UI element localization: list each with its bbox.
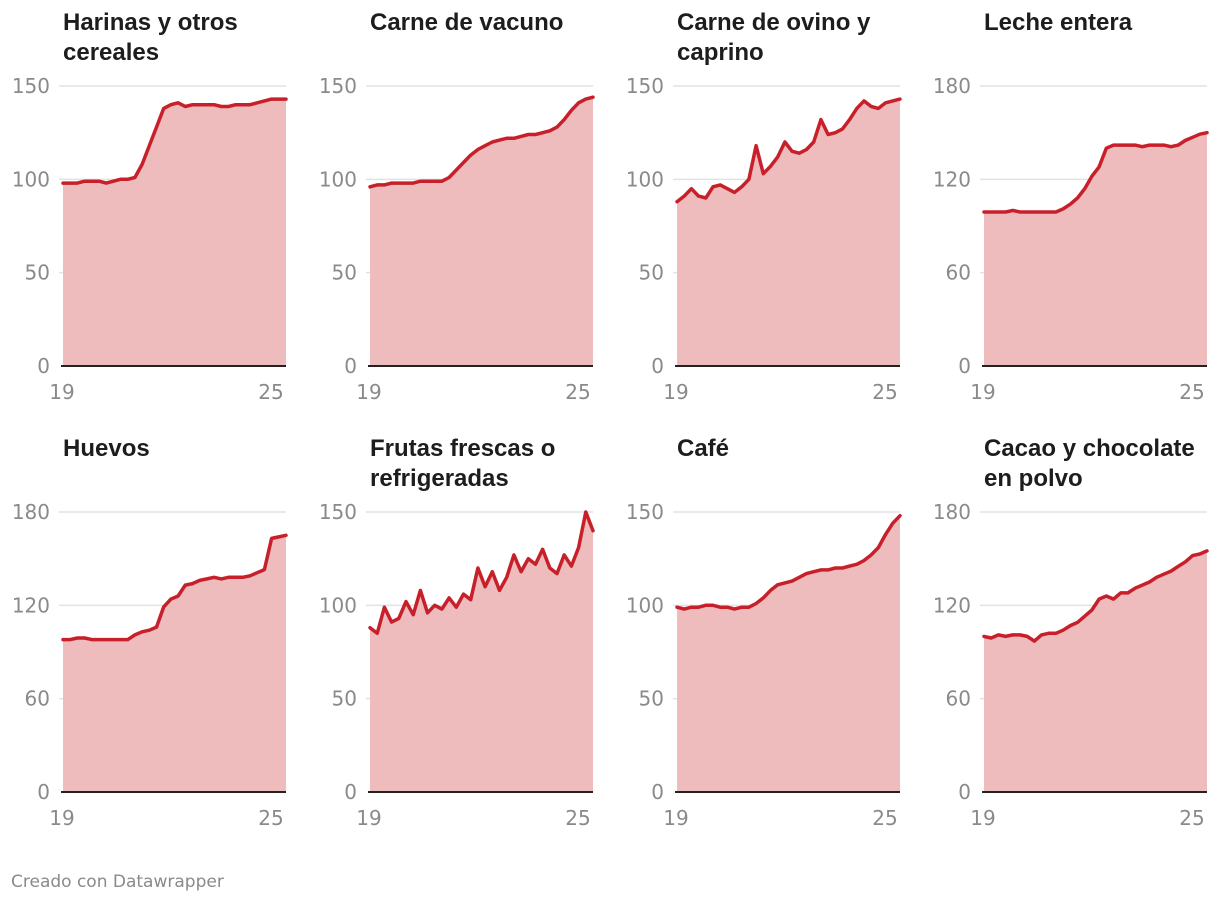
y-tick-label: 0 [651, 354, 664, 378]
chart-panel: Cacao y chocolate en polvo 0 60 120 180 19 25 [921, 426, 1220, 846]
x-tick-label: 19 [356, 806, 381, 830]
chart-panel: Harinas y otros cereales 0 50 100 150 19 25 [0, 0, 300, 420]
chart-svg: 0 60 120 180 19 25 [12, 500, 288, 830]
y-tick-label: 50 [639, 687, 664, 711]
y-tick-label: 150 [319, 74, 357, 98]
x-tick-label: 25 [1179, 806, 1204, 830]
chart-title: Leche entera [984, 9, 1133, 36]
series-line [61, 533, 288, 642]
y-tick-label: 150 [319, 500, 357, 524]
chart-title: Café [677, 435, 730, 462]
x-tick-label: 25 [872, 380, 897, 404]
y-tick-label: 0 [651, 780, 664, 804]
y-tick-label: 0 [344, 354, 357, 378]
chart-svg: 0 50 100 150 19 25 [319, 74, 595, 404]
y-tick-label: 50 [332, 261, 357, 285]
y-tick-label: 50 [332, 687, 357, 711]
area-fill [370, 97, 593, 366]
x-tick-label: 25 [1179, 380, 1204, 404]
y-tick-label: 180 [933, 74, 971, 98]
footer-credit: Creado con Datawrapper [11, 872, 224, 892]
y-tick-label: 0 [37, 354, 50, 378]
x-tick-label: 19 [970, 380, 995, 404]
chart-panel: Frutas frescas o refrigeradas 0 50 100 150 19… [307, 426, 607, 846]
area-fill [984, 132, 1207, 366]
chart-panel: Leche entera 0 60 120 180 19 25 [921, 0, 1220, 420]
area-fill [677, 99, 900, 366]
area-fill [677, 515, 900, 792]
y-tick-label: 60 [946, 261, 971, 285]
y-tick-label: 120 [933, 593, 971, 617]
series-line [982, 549, 1209, 643]
chart-panel: Huevos 0 60 120 180 19 25 [0, 426, 300, 846]
area-fill [370, 512, 593, 792]
y-tick-label: 0 [958, 354, 971, 378]
y-tick-label: 0 [958, 780, 971, 804]
y-tick-label: 0 [344, 780, 357, 804]
series-line [675, 513, 902, 611]
series-line [675, 97, 902, 204]
y-tick-label: 0 [37, 780, 50, 804]
y-tick-label: 180 [933, 500, 971, 524]
x-tick-label: 19 [356, 380, 381, 404]
x-tick-label: 25 [565, 806, 590, 830]
y-tick-label: 100 [319, 167, 357, 191]
y-tick-label: 180 [12, 500, 50, 524]
series-line [368, 510, 595, 636]
x-tick-label: 19 [970, 806, 995, 830]
y-tick-label: 60 [25, 687, 50, 711]
small-multiples-grid: Harinas y otros cereales 0 50 100 150 19 25 Car… [0, 0, 1220, 846]
chart-svg: 0 50 100 150 19 25 [626, 500, 902, 830]
chart-title: Cacao y chocolate en polvo [984, 435, 1195, 492]
chart-title: Huevos [63, 435, 150, 462]
x-tick-label: 25 [258, 806, 283, 830]
chart-svg: 0 60 120 180 19 25 [933, 500, 1209, 830]
x-tick-label: 25 [258, 380, 283, 404]
y-tick-label: 100 [626, 593, 664, 617]
x-tick-label: 25 [872, 806, 897, 830]
area-fill [63, 99, 286, 366]
y-tick-label: 150 [626, 500, 664, 524]
chart-svg: 0 50 100 150 19 25 [626, 74, 902, 404]
chart-title: Carne de vacuno [370, 9, 564, 36]
y-tick-label: 100 [319, 593, 357, 617]
y-tick-label: 50 [25, 261, 50, 285]
y-tick-label: 60 [946, 687, 971, 711]
x-tick-label: 25 [565, 380, 590, 404]
chart-panel: Carne de vacuno 0 50 100 150 19 25 [307, 0, 607, 420]
y-tick-label: 100 [626, 167, 664, 191]
chart-title: Frutas frescas o refrigeradas [370, 435, 556, 492]
x-tick-label: 19 [663, 806, 688, 830]
y-tick-label: 120 [933, 167, 971, 191]
area-fill [63, 535, 286, 792]
y-tick-label: 100 [12, 167, 50, 191]
chart-svg: 0 60 120 180 19 25 [933, 74, 1209, 404]
series-line [982, 130, 1209, 214]
chart-title: Carne de ovino y caprino [677, 9, 871, 66]
x-tick-label: 19 [49, 380, 74, 404]
area-fill [984, 550, 1207, 792]
chart-panel: Café 0 50 100 150 19 25 [614, 426, 914, 846]
series-line [368, 95, 595, 189]
x-tick-label: 19 [663, 380, 688, 404]
series-line [61, 97, 288, 185]
y-tick-label: 150 [626, 74, 664, 98]
x-tick-label: 19 [49, 806, 74, 830]
y-tick-label: 50 [639, 261, 664, 285]
chart-panel: Carne de ovino y caprino 0 50 100 150 19 25 [614, 0, 914, 420]
chart-svg: 0 50 100 150 19 25 [319, 500, 595, 830]
y-tick-label: 150 [12, 74, 50, 98]
chart-title: Harinas y otros cereales [63, 9, 238, 66]
y-tick-label: 120 [12, 593, 50, 617]
chart-svg: 0 50 100 150 19 25 [12, 74, 288, 404]
